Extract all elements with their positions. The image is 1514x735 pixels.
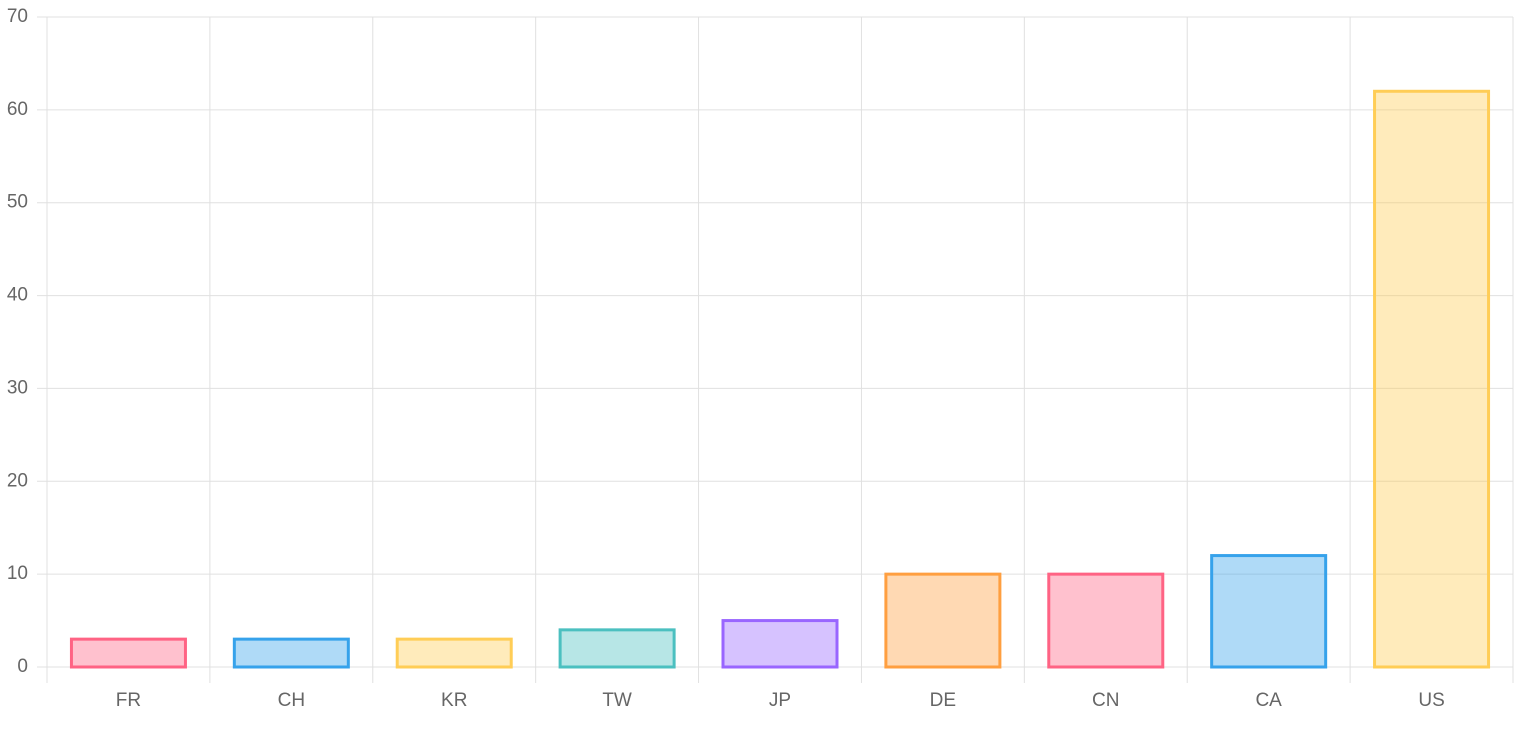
x-tick-label: CA	[1255, 690, 1282, 711]
bar	[232, 637, 350, 669]
y-tick-label: 50	[7, 192, 28, 213]
bar	[721, 619, 839, 669]
bar	[884, 572, 1002, 669]
x-tick-label: KR	[441, 690, 467, 711]
x-tick-label: DE	[930, 690, 956, 711]
y-tick-label: 70	[7, 6, 28, 27]
y-tick-label: 10	[7, 563, 28, 584]
bar	[1047, 572, 1165, 669]
y-tick-label: 40	[7, 285, 28, 306]
y-tick-label: 0	[17, 656, 28, 677]
y-tick-label: 60	[7, 99, 28, 120]
y-tick-label: 20	[7, 470, 28, 491]
y-tick-label: 30	[7, 377, 28, 398]
x-tick-label: FR	[116, 690, 141, 711]
x-tick-label: CH	[278, 690, 305, 711]
x-tick-label: TW	[602, 690, 632, 711]
bar	[69, 637, 187, 669]
x-tick-label: US	[1418, 690, 1444, 711]
bar	[1210, 554, 1328, 669]
x-tick-label: JP	[769, 690, 791, 711]
bar	[558, 628, 676, 669]
x-tick-label: CN	[1092, 690, 1119, 711]
bar	[1373, 89, 1491, 669]
bar	[395, 637, 513, 669]
